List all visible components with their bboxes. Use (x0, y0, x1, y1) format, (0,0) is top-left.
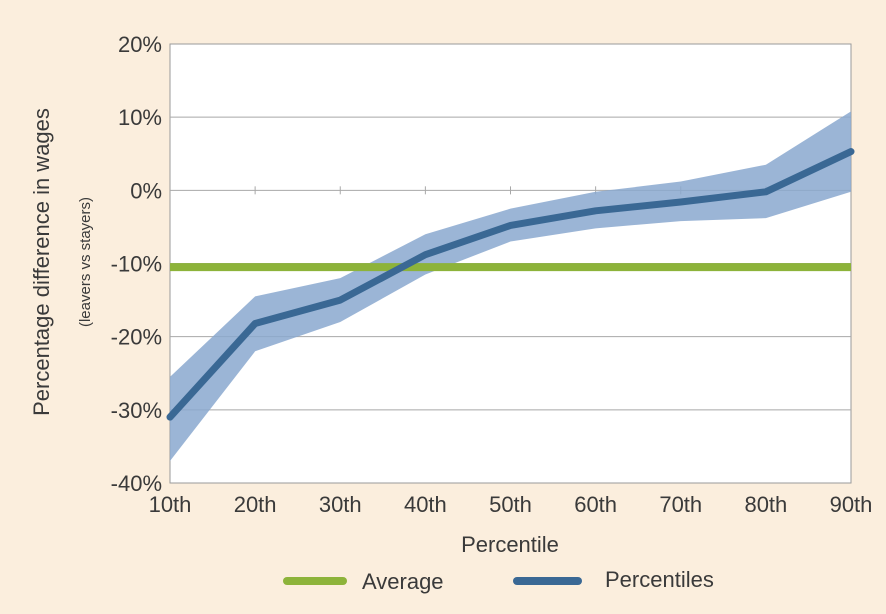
y-axis-title: Percentage difference in wages (29, 108, 54, 416)
x-tick-label: 30th (319, 492, 362, 517)
x-tick-label: 10th (149, 492, 192, 517)
y-tick-label: 20% (118, 32, 162, 57)
x-axis-title: Percentile (461, 532, 559, 557)
x-tick-label: 90th (830, 492, 873, 517)
y-axis-title-group: Percentage difference in wages (29, 108, 54, 416)
y-tick-label: -30% (111, 398, 162, 423)
legend: Average Percentiles (283, 567, 714, 594)
x-tick-label: 50th (489, 492, 532, 517)
x-tick-label: 70th (659, 492, 702, 517)
x-tick-label: 40th (404, 492, 447, 517)
y-tick-label: 10% (118, 105, 162, 130)
y-tick-labels: 20% 10% 0% -10% -20% -30% -40% (111, 32, 162, 496)
series-lines (166, 148, 855, 421)
legend-label-percentiles: Percentiles (605, 567, 714, 592)
y-axis-subtitle: (leavers vs stayers) (77, 197, 94, 327)
y-tick-label: -40% (111, 471, 162, 496)
y-tick-label: 0% (130, 178, 162, 203)
y-axis-subtitle-group: (leavers vs stayers) (77, 197, 94, 327)
x-tick-labels: 10th 20th 30th 40th 50th 60th 70th 80th 90th (149, 492, 873, 517)
legend-label-average: Average (362, 569, 444, 594)
y-tick-label: -10% (111, 252, 162, 277)
x-tick-label: 20th (234, 492, 277, 517)
x-tick-label: 60th (574, 492, 617, 517)
y-tick-label: -20% (111, 325, 162, 350)
x-tick-label: 80th (744, 492, 787, 517)
